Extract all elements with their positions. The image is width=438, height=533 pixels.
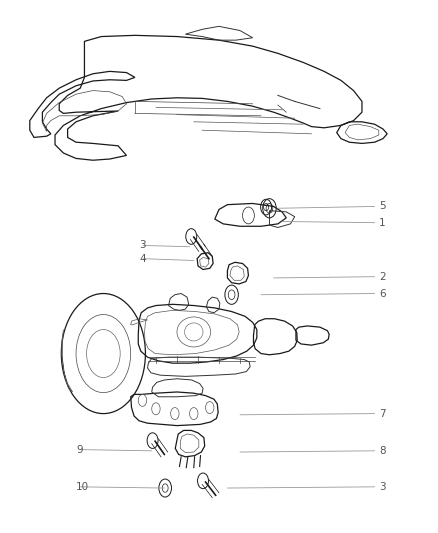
Text: 2: 2 — [379, 272, 385, 282]
Text: 6: 6 — [379, 288, 385, 298]
Text: 1: 1 — [379, 217, 385, 228]
Text: 4: 4 — [139, 254, 146, 264]
Text: 10: 10 — [76, 482, 89, 492]
Text: 5: 5 — [379, 201, 385, 212]
Text: 7: 7 — [379, 409, 385, 418]
Text: 9: 9 — [76, 445, 83, 455]
Text: 3: 3 — [379, 482, 385, 492]
Text: 3: 3 — [139, 240, 146, 251]
Text: 8: 8 — [379, 446, 385, 456]
